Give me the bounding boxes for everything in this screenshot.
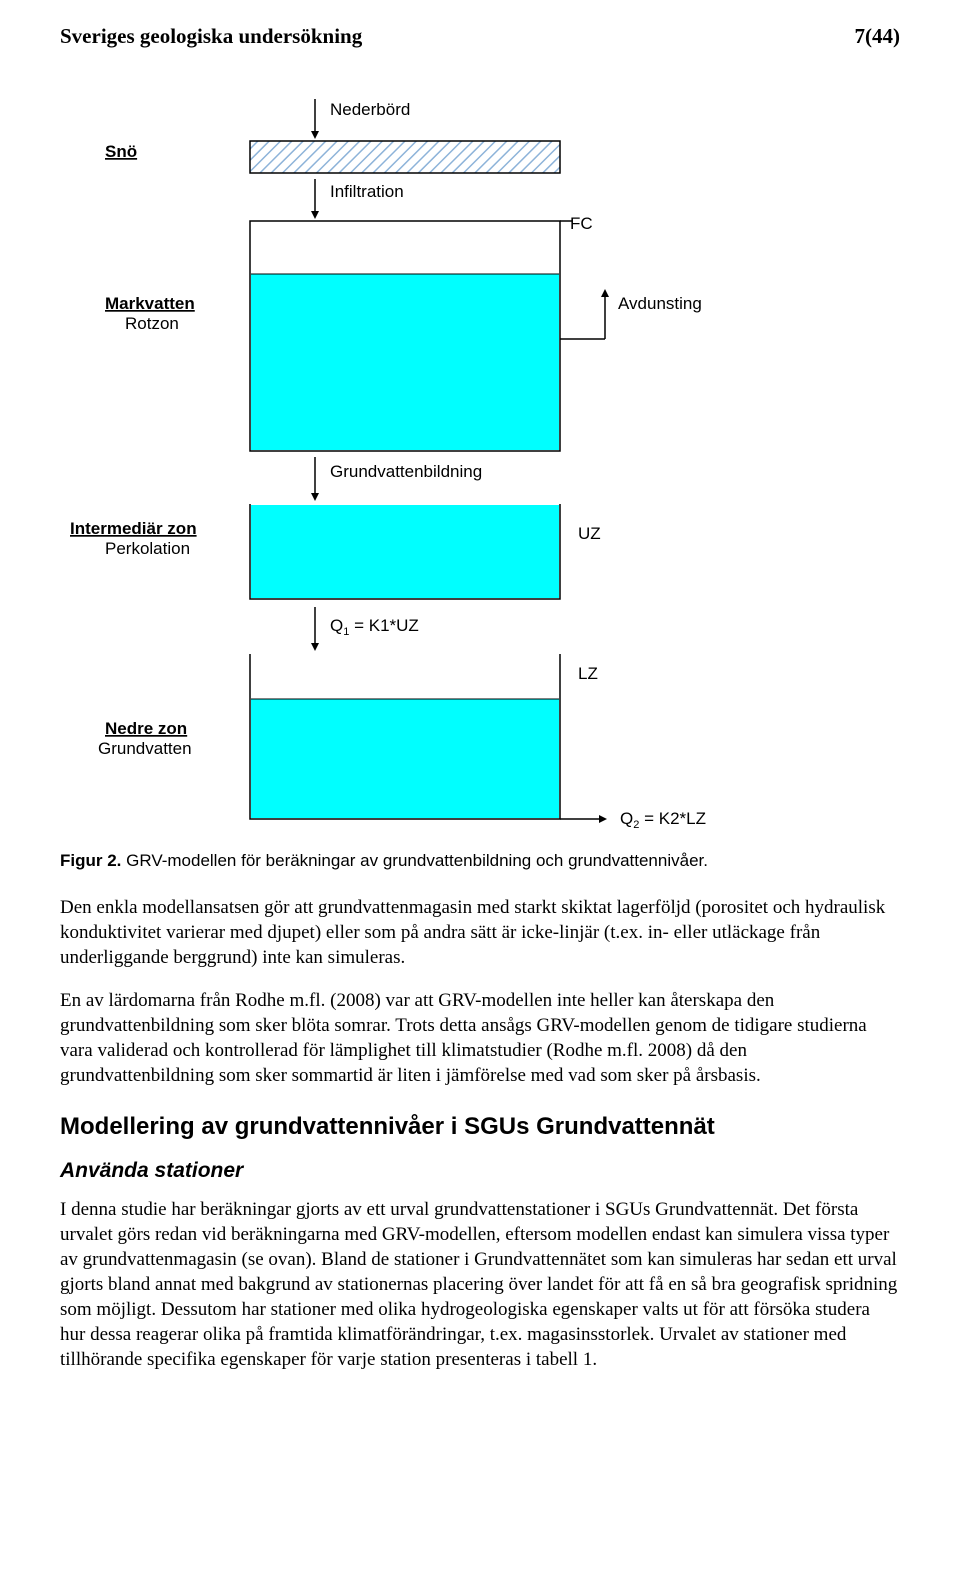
figure-caption: Figur 2. GRV-modellen för beräkningar av… xyxy=(60,851,900,871)
label-grundvatten: Grundvatten xyxy=(98,739,192,758)
label-perkolation: Perkolation xyxy=(105,539,190,558)
label-q2: Q2 = K2*LZ xyxy=(620,809,706,831)
label-sno: Snö xyxy=(105,142,137,161)
paragraph-3: I denna studie har beräkningar gjorts av… xyxy=(60,1197,900,1373)
paragraph-2: En av lärdomarna från Rodhe m.fl. (2008)… xyxy=(60,988,900,1088)
label-uz: UZ xyxy=(578,524,601,543)
label-avdunsting: Avdunsting xyxy=(618,294,702,313)
label-nederbord: Nederbörd xyxy=(330,100,410,119)
water-markvatten xyxy=(251,274,559,450)
label-infiltration: Infiltration xyxy=(330,182,404,201)
doc-title: Sveriges geologiska undersökning xyxy=(60,24,362,49)
grv-model-diagram: Snö Markvatten Rotzon Intermediär zon Pe… xyxy=(70,79,890,839)
water-lz xyxy=(251,699,559,818)
paragraph-1: Den enkla modellansatsen gör att grundva… xyxy=(60,895,900,970)
label-gvb: Grundvattenbildning xyxy=(330,462,482,481)
label-lz: LZ xyxy=(578,664,598,683)
body-text: Den enkla modellansatsen gör att grundva… xyxy=(60,895,900,1089)
page-number: 7(44) xyxy=(855,24,901,49)
body-text-2: I denna studie har beräkningar gjorts av… xyxy=(60,1197,900,1373)
label-rotzon: Rotzon xyxy=(125,314,179,333)
figure-number: Figur 2. xyxy=(60,851,121,870)
page-header: Sveriges geologiska undersökning 7(44) xyxy=(60,24,900,49)
label-fc: FC xyxy=(570,214,593,233)
section-heading: Modellering av grundvattennivåer i SGUs … xyxy=(60,1113,900,1141)
diagram-svg: Snö Markvatten Rotzon Intermediär zon Pe… xyxy=(70,79,890,839)
label-nedre: Nedre zon xyxy=(105,719,187,738)
label-q1: Q1 = K1*UZ xyxy=(330,616,419,638)
box-sno xyxy=(250,141,560,173)
label-markvatten: Markvatten xyxy=(105,294,195,313)
label-intermediar: Intermediär zon xyxy=(70,519,197,538)
figure-caption-text: GRV-modellen för beräkningar av grundvat… xyxy=(121,851,708,870)
water-uz xyxy=(251,505,559,598)
subsection-heading: Använda stationer xyxy=(60,1159,900,1183)
